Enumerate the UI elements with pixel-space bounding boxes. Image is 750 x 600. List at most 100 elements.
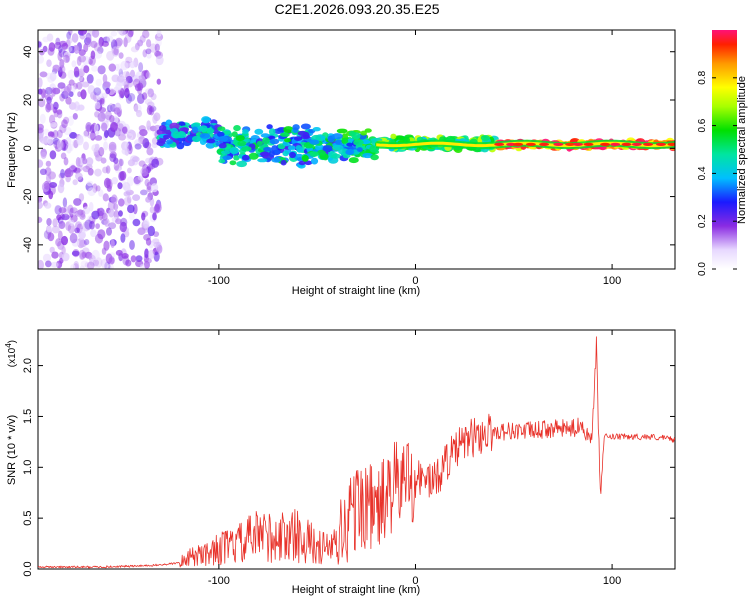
spectrogram-blob — [39, 137, 48, 144]
spectrogram-blob — [115, 82, 122, 91]
spectrogram-blob — [46, 174, 52, 183]
spectrogram-peak — [565, 142, 576, 146]
spectrogram-blob — [222, 155, 232, 160]
spectrogram-blob — [51, 251, 59, 259]
spectrogram-blob — [93, 87, 102, 96]
spectrogram-blob — [83, 130, 90, 137]
spectrogram-blob — [111, 194, 118, 205]
spectrogram-blob — [78, 49, 86, 56]
spectrogram-blob — [142, 138, 150, 149]
spectrogram-peak — [656, 142, 666, 146]
spectrogram-blob — [146, 39, 152, 48]
spectrogram-blob — [137, 82, 144, 91]
spectrogram-blob — [82, 165, 91, 173]
spectrogram-blob — [135, 110, 143, 118]
spectrogram-blob — [129, 61, 136, 69]
snr-scale-exp: 4 — [4, 343, 13, 348]
snr-x-tick-label: 100 — [603, 575, 621, 587]
spectrogram-blob — [56, 139, 63, 150]
spectrogram-blob — [130, 46, 139, 53]
spectrogram-blob — [218, 143, 227, 149]
spectrogram-blob — [69, 233, 78, 244]
spectrogram-blob — [336, 128, 348, 134]
spectrogram-blob — [81, 81, 90, 88]
spectrogram-blob — [256, 140, 263, 146]
spectrogram-blob — [75, 172, 83, 181]
spectrogram-blob — [39, 168, 47, 175]
spectrogram-blob — [101, 261, 109, 269]
spectrogram-blob — [397, 135, 405, 141]
spectrogram-blob — [233, 155, 240, 161]
spectrogram-blob — [72, 179, 78, 186]
spectrogram-blob — [300, 123, 311, 130]
spectrogram-blob — [71, 238, 80, 247]
spectrogram-blob — [145, 48, 152, 55]
spectrogram-blob — [65, 53, 71, 63]
spectrogram-blob — [121, 179, 127, 189]
spectrogram-blob — [57, 82, 66, 89]
spectrogram-blob — [49, 71, 57, 82]
spectrogram-peak — [667, 142, 675, 146]
spectrogram-blob — [235, 135, 245, 142]
spectrogram-blob — [68, 143, 74, 152]
spectrogram-blob — [130, 69, 135, 78]
spectrogram-blob — [69, 163, 76, 171]
spectrogram-blob — [93, 261, 99, 268]
spectrogram-peak — [631, 142, 642, 146]
spectrogram-blob — [101, 122, 108, 132]
spectrogram-blob — [38, 77, 43, 88]
spectrogram-blob — [341, 137, 349, 144]
spectrogram-blob — [69, 207, 78, 214]
spectrogram-blob — [115, 249, 123, 256]
spectrogram-blob — [65, 137, 72, 146]
spectrogram-blob — [111, 177, 118, 185]
spectrogram-blob — [63, 51, 71, 58]
spectrogram-blob — [113, 203, 119, 211]
spectrogram-blob — [93, 51, 102, 59]
spectrogram-blob — [79, 239, 87, 248]
snr-y-tick-label: 2.0 — [22, 358, 34, 373]
spectrogram-blob — [133, 103, 139, 112]
spectrogram-peak — [513, 142, 524, 146]
spectrogram-blob — [61, 213, 70, 221]
spectrogram-blob — [108, 102, 114, 112]
spectrogram-blob — [74, 45, 80, 54]
spectrogram-blob — [218, 158, 226, 164]
spectrogram-blob — [119, 221, 128, 233]
spectrogram-blob — [137, 39, 144, 47]
snr-x-tick-label: -100 — [208, 575, 230, 587]
spectrogram-blob — [317, 149, 326, 156]
spectrogram-blob — [139, 129, 148, 137]
spectrogram-blob — [78, 249, 85, 260]
spectrogram-blob — [45, 260, 52, 268]
snr-x-ticks: -100 0 100 — [208, 330, 621, 587]
spectrogram-blob — [147, 163, 154, 171]
spectrogram-peak — [621, 142, 632, 146]
spectrogram-blob — [199, 133, 211, 139]
spectrogram-blob — [142, 30, 150, 39]
spectrogram-blob — [51, 225, 60, 234]
spectrogram-blob — [105, 253, 113, 264]
spectrogram-blob — [102, 92, 108, 99]
spectrogram-blob — [98, 210, 104, 221]
spectrogram-blob — [129, 211, 135, 221]
spectrogram-blob — [309, 151, 319, 157]
spectrogram-blob — [56, 214, 62, 221]
spectrogram-blob — [113, 107, 121, 115]
spectrogram-blob — [268, 128, 276, 136]
spectrogram-blob — [134, 139, 141, 147]
snr-scale-prefix: (x10 — [7, 347, 18, 367]
spectrogram-blob — [48, 42, 56, 52]
spectrogram-blob — [147, 225, 155, 237]
spectrogram-blob — [80, 210, 86, 218]
spectrogram-blob — [315, 144, 324, 151]
spectrogram-blob — [62, 197, 68, 208]
spectrogram-blob — [140, 189, 148, 196]
spectrogram-blob — [353, 139, 364, 146]
spectrogram-blob — [46, 96, 52, 105]
spectrogram-blob — [331, 133, 343, 140]
spectrogram-blob — [148, 249, 155, 259]
spectrogram-blob — [47, 131, 55, 138]
spectrogram-blob — [38, 201, 43, 209]
spectrogram-blob — [108, 208, 115, 218]
